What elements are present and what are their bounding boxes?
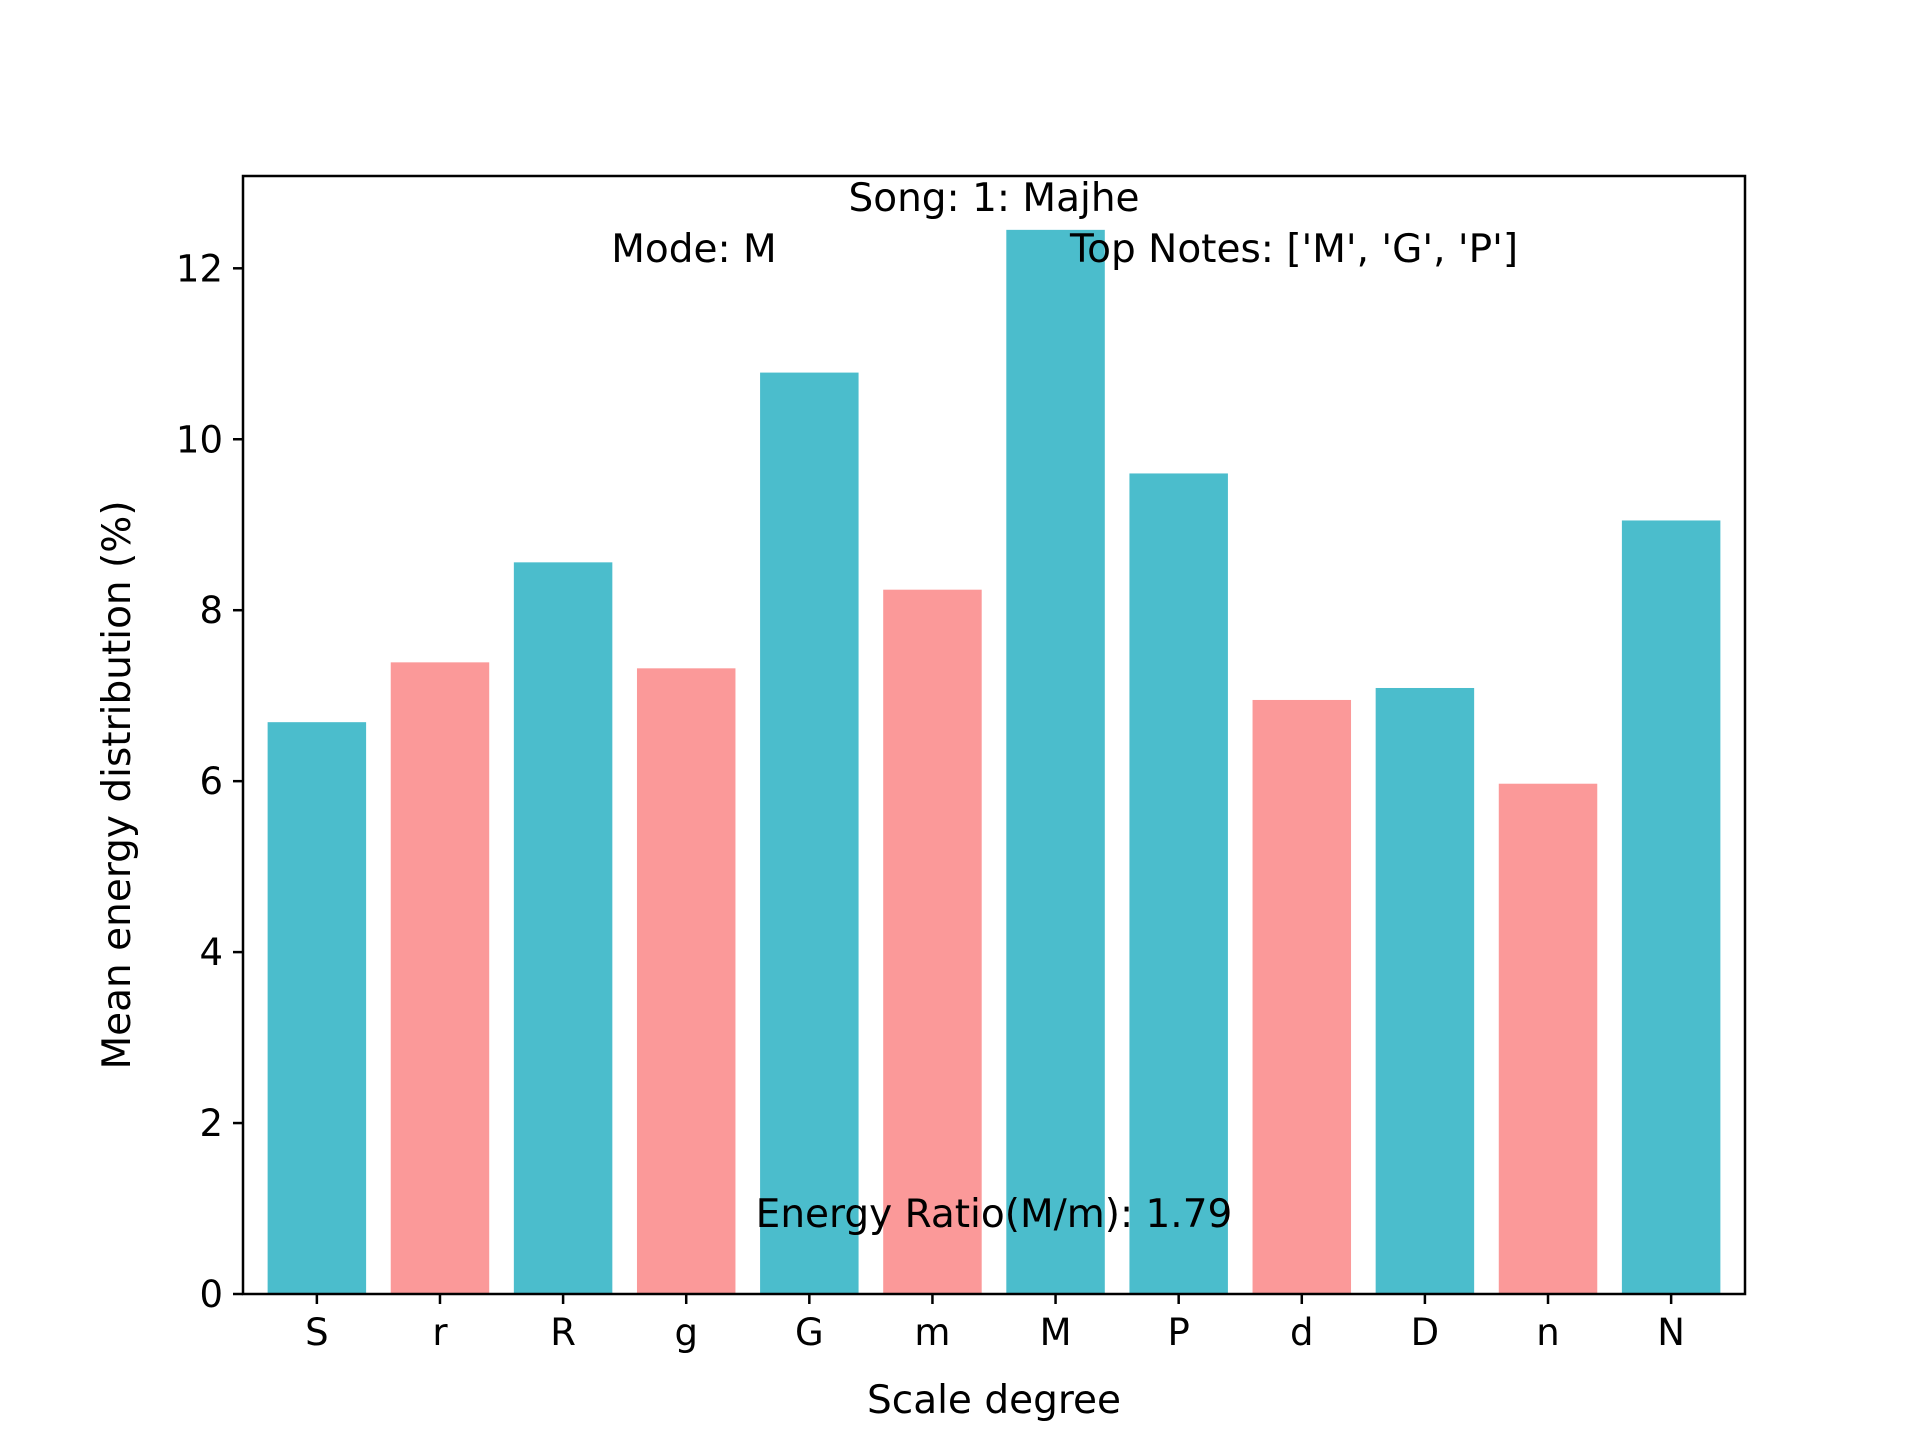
- x-tick-label-S: S: [305, 1311, 329, 1354]
- x-tick-label-D: D: [1411, 1311, 1440, 1354]
- bar-m: [883, 589, 982, 1294]
- plot-frame: [241, 174, 1747, 1296]
- bar-D: [1375, 687, 1475, 1294]
- bars-group: [267, 229, 1721, 1295]
- x-tick-label-g: g: [674, 1311, 698, 1354]
- bar-R: [513, 562, 613, 1294]
- bar-g: [636, 668, 736, 1294]
- x-tick-label-M: M: [1040, 1311, 1072, 1354]
- x-tick-label-G: G: [795, 1311, 824, 1354]
- y-tick-label-8: 8: [199, 589, 223, 632]
- x-tick-label-P: P: [1168, 1311, 1190, 1354]
- bar-r: [390, 662, 490, 1294]
- annotation-energy-ratio: Energy Ratio(M/m): 1.79: [756, 1192, 1233, 1237]
- bar-d: [1252, 699, 1352, 1294]
- x-tick-label-R: R: [550, 1311, 576, 1354]
- y-tick-label-10: 10: [176, 418, 223, 461]
- y-tick-label-0: 0: [199, 1273, 223, 1316]
- y-tick-label-4: 4: [199, 931, 223, 974]
- y-tick-label-2: 2: [199, 1102, 223, 1145]
- x-tick-label-N: N: [1657, 1311, 1685, 1354]
- y-ticks-group: 0 2 4 6 8 10 12: [176, 247, 243, 1316]
- y-axis-label: Mean energy distribution (%): [95, 500, 140, 1069]
- bar-S: [267, 722, 367, 1294]
- x-tick-label-m: m: [914, 1311, 950, 1354]
- bar-P: [1129, 473, 1228, 1294]
- x-tick-label-d: d: [1290, 1311, 1314, 1354]
- x-tick-label-n: n: [1536, 1311, 1559, 1354]
- x-tick-label-r: r: [432, 1311, 448, 1354]
- annotation-mode: Mode: M: [611, 227, 776, 272]
- y-tick-label-12: 12: [176, 247, 223, 290]
- x-axis-label: Scale degree: [867, 1378, 1121, 1423]
- bar-M: [1006, 229, 1105, 1295]
- bar-N: [1621, 520, 1721, 1294]
- y-tick-label-6: 6: [199, 760, 223, 803]
- annotation-song: Song: 1: Majhe: [848, 176, 1139, 221]
- bar-n: [1498, 783, 1598, 1294]
- bar-G: [760, 372, 859, 1295]
- annotation-top-notes: Top Notes: ['M', 'G', 'P']: [1069, 227, 1518, 272]
